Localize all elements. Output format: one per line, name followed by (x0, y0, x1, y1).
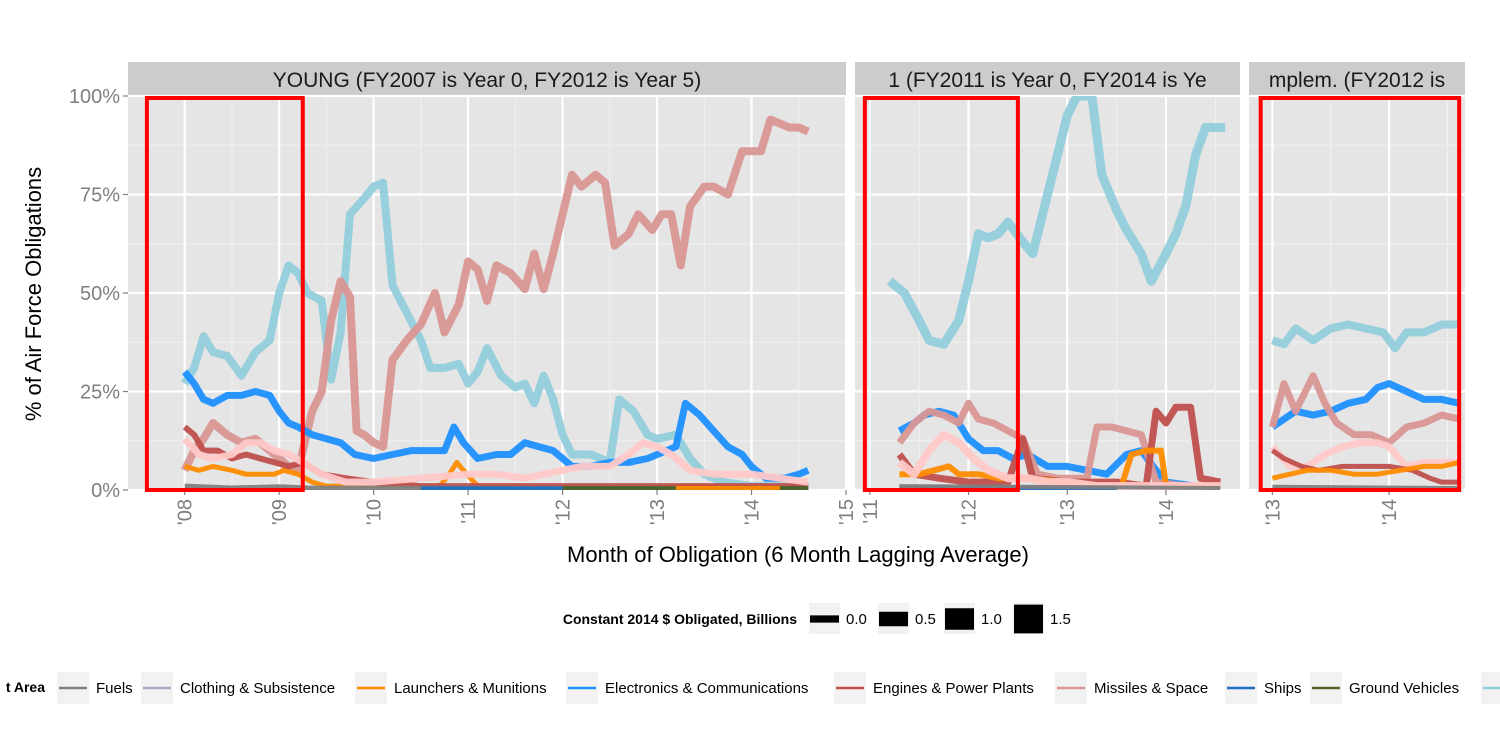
color-legend-label: Clothing & Subsistence (180, 680, 335, 697)
highlight-box (1258, 96, 1462, 492)
series-line (896, 399, 1221, 490)
series-group (181, 115, 810, 490)
facet-strip (855, 62, 1240, 96)
facet-strip (128, 62, 846, 96)
x-tick-label: '11 (458, 499, 480, 524)
size-legend: Constant 2014 $ Obligated, Billions 0.0 0.… (563, 603, 1071, 634)
x-tick-label: '14 (1156, 499, 1178, 525)
y-tick-label: 50% (80, 283, 120, 305)
x-tick-label: '10 (364, 499, 386, 525)
x-tick-label: '14 (1379, 499, 1401, 525)
x-tick-label: '13 (1262, 499, 1284, 525)
x-tick-label: '08 (175, 499, 197, 525)
color-legend-label: Missiles & Space (1094, 680, 1208, 697)
color-legend-label: Engines & Power Plants (873, 680, 1034, 697)
facet-panel-3: mplem. (FY2012 is '13 '14 (1249, 62, 1465, 525)
color-legend-label: Fuels (96, 680, 133, 697)
facet-strip-label: YOUNG (FY2007 is Year 0, FY2012 is Year … (273, 69, 701, 92)
x-tick-label: '09 (269, 499, 291, 525)
size-legend-title: Constant 2014 $ Obligated, Billions (563, 611, 797, 627)
series-line (181, 115, 810, 475)
color-legend-label: Launchers & Munitions (394, 680, 547, 697)
series-line (181, 178, 809, 490)
facet-panel-1: YOUNG (FY2007 is Year 0, FY2012 is Year … (69, 62, 858, 525)
series-line (181, 369, 810, 482)
color-legend-label: Electronics & Communications (605, 680, 808, 697)
y-tick-label: 0% (91, 480, 120, 502)
size-legend-label: 0.5 (915, 611, 936, 628)
x-tick-label: '11 (860, 499, 882, 524)
x-tick-label: '12 (959, 499, 981, 525)
color-legend-title: t Area (6, 679, 45, 695)
series-line (899, 484, 1221, 490)
size-legend-label: 0.0 (846, 611, 867, 628)
series-line (1271, 459, 1460, 481)
x-axis-title: Month of Obligation (6 Month Lagging Ave… (567, 542, 1029, 567)
x-tick-label: '13 (647, 499, 669, 525)
color-legend-label: Ships (1264, 680, 1302, 697)
highlight-box (144, 96, 305, 492)
series-line (182, 436, 809, 486)
color-legend: t Area Fuels Clothing & Subsistence Launche… (6, 672, 1500, 704)
series-line (886, 96, 1226, 349)
x-tick-label: '12 (553, 499, 575, 525)
y-tick-label: 75% (80, 185, 120, 207)
series-line (1272, 484, 1460, 490)
y-axis-title: % of Air Force Obligations (21, 167, 46, 421)
x-tick-label: '13 (1057, 499, 1079, 525)
facet-strip (1249, 62, 1465, 96)
color-legend-label: Ground Vehicles (1349, 680, 1459, 697)
facet-strip-label: mplem. (FY2012 is (1269, 69, 1445, 92)
series-group (1269, 320, 1460, 490)
series-line (1271, 320, 1460, 353)
facet-panel-2: 1 (FY2011 is Year 0, FY2014 is Ye '11 '12 '… (855, 62, 1240, 525)
highlight-box (862, 96, 1020, 492)
panels-layer: YOUNG (FY2007 is Year 0, FY2012 is Year … (69, 62, 1465, 525)
size-legend-label: 1.5 (1050, 611, 1071, 628)
series-line (1270, 448, 1460, 485)
x-tick-label: '14 (742, 499, 764, 525)
y-tick-label: 100% (69, 86, 120, 108)
y-tick-label: 25% (80, 382, 120, 404)
series-line (1269, 372, 1460, 447)
facet-strip-label: 1 (FY2011 is Year 0, FY2014 is Ye (888, 69, 1206, 92)
x-tick-label: '15 (836, 499, 858, 525)
size-legend-label: 1.0 (981, 611, 1002, 628)
